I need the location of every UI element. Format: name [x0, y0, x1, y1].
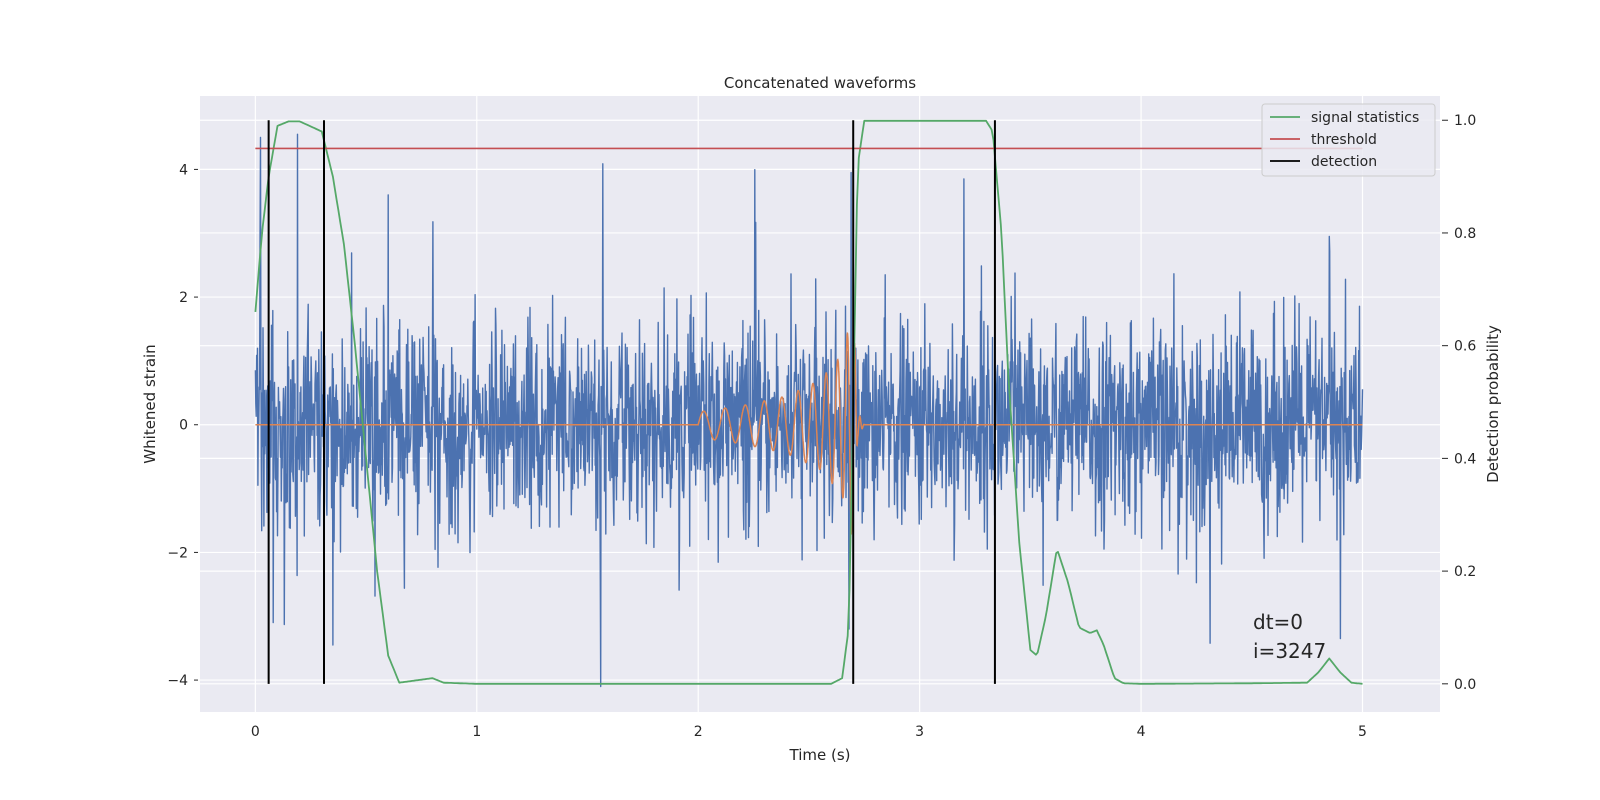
- legend-label-signal-statistics: signal statistics: [1311, 110, 1419, 126]
- legend-frame: [1261, 103, 1436, 177]
- y2-tick-label: 0.0: [1454, 677, 1476, 693]
- y2-tick-label: 0.8: [1454, 226, 1476, 242]
- legend-item-detection: detection: [1270, 154, 1377, 170]
- series-line-template: [255, 331, 1363, 535]
- legend-label-detection: detection: [1311, 154, 1377, 170]
- x-tick-label: 1: [472, 724, 481, 740]
- y-axis-ticks: −4 −2 0 2 4: [167, 162, 198, 689]
- y2-axis-label: Detection probability: [1484, 325, 1502, 483]
- y-tick-label: 2: [179, 290, 188, 306]
- legend: signal statistics threshold detection: [1261, 103, 1436, 177]
- legend-label-threshold: threshold: [1311, 132, 1377, 148]
- x-tick-label: 4: [1137, 724, 1146, 740]
- plot-area: [200, 96, 1440, 712]
- y-tick-label: −2: [167, 545, 188, 561]
- annotation-i: i=3247: [1253, 639, 1326, 663]
- chart-title: Concatenated waveforms: [724, 74, 916, 92]
- y2-tick-label: 1.0: [1454, 113, 1476, 129]
- y-tick-label: −4: [167, 673, 188, 689]
- legend-item-threshold: threshold: [1270, 132, 1377, 148]
- x-tick-label: 0: [251, 724, 260, 740]
- x-tick-label: 3: [915, 724, 924, 740]
- x-axis-label: Time (s): [789, 746, 851, 764]
- y2-tick-label: 0.4: [1454, 451, 1476, 467]
- series-group: [254, 119, 1364, 688]
- y2-tick-label: 0.6: [1454, 339, 1476, 355]
- annotation-dt: dt=0: [1253, 610, 1303, 634]
- y-tick-label: 4: [179, 162, 188, 178]
- y2-tick-label: 0.2: [1454, 564, 1476, 580]
- series-layer: [254, 119, 1364, 688]
- x-axis-ticks: 0 1 2 3 4 5: [251, 724, 1367, 740]
- x-tick-label: 5: [1358, 724, 1367, 740]
- y2-axis-ticks: 0.0 0.2 0.4 0.6 0.8 1.0: [1442, 113, 1476, 693]
- legend-item-signal-statistics: signal statistics: [1270, 110, 1419, 126]
- series-line-signal-statistics: [254, 119, 1363, 685]
- x-tick-label: 2: [694, 724, 703, 740]
- y-axis-label: Whitened strain: [141, 344, 159, 463]
- annotation: dt=0 i=3247: [1253, 610, 1326, 663]
- y-tick-label: 0: [179, 418, 188, 434]
